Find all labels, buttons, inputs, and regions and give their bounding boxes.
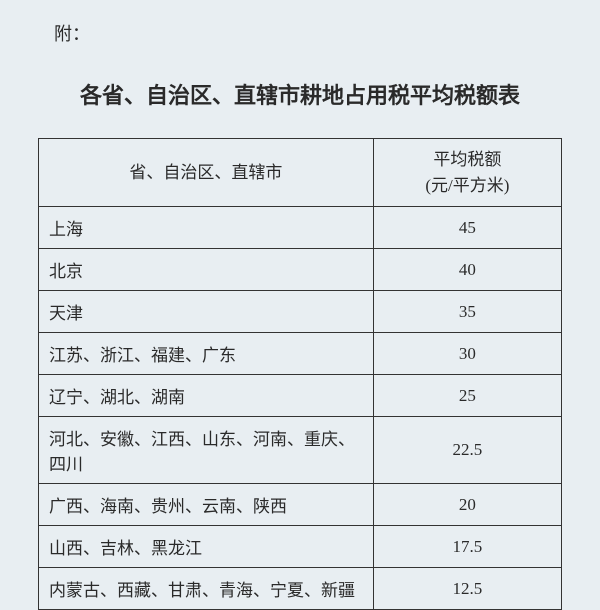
header-rate-line2: (元/平方米): [425, 176, 509, 195]
header-region: 省、自治区、直辖市: [39, 139, 374, 207]
cell-rate: 25: [373, 375, 561, 417]
cell-rate: 20: [373, 484, 561, 526]
table-row: 天津35: [39, 291, 562, 333]
cell-rate: 45: [373, 207, 561, 249]
cell-region: 山西、吉林、黑龙江: [39, 526, 374, 568]
cell-region: 上海: [39, 207, 374, 249]
cell-rate: 17.5: [373, 526, 561, 568]
cell-region: 广西、海南、贵州、云南、陕西: [39, 484, 374, 526]
table-row: 河北、安徽、江西、山东、河南、重庆、四川22.5: [39, 417, 562, 484]
table-row: 上海45: [39, 207, 562, 249]
header-rate-line1: 平均税额: [433, 150, 501, 169]
table-header-row: 省、自治区、直辖市 平均税额 (元/平方米): [39, 139, 562, 207]
attachment-prefix: 附：: [54, 20, 562, 46]
cell-rate: 35: [373, 291, 561, 333]
table-row: 广西、海南、贵州、云南、陕西20: [39, 484, 562, 526]
cell-rate: 40: [373, 249, 561, 291]
tax-rate-table: 省、自治区、直辖市 平均税额 (元/平方米) 上海45北京40天津35江苏、浙江…: [38, 138, 562, 610]
header-rate: 平均税额 (元/平方米): [373, 139, 561, 207]
cell-region: 辽宁、湖北、湖南: [39, 375, 374, 417]
table-body: 上海45北京40天津35江苏、浙江、福建、广东30辽宁、湖北、湖南25河北、安徽…: [39, 207, 562, 610]
cell-rate: 30: [373, 333, 561, 375]
table-row: 北京40: [39, 249, 562, 291]
cell-region: 河北、安徽、江西、山东、河南、重庆、四川: [39, 417, 374, 484]
document-title: 各省、自治区、直辖市耕地占用税平均税额表: [38, 78, 562, 110]
cell-region: 天津: [39, 291, 374, 333]
table-row: 内蒙古、西藏、甘肃、青海、宁夏、新疆12.5: [39, 568, 562, 610]
cell-region: 江苏、浙江、福建、广东: [39, 333, 374, 375]
table-row: 辽宁、湖北、湖南25: [39, 375, 562, 417]
cell-rate: 12.5: [373, 568, 561, 610]
table-row: 山西、吉林、黑龙江17.5: [39, 526, 562, 568]
table-row: 江苏、浙江、福建、广东30: [39, 333, 562, 375]
cell-rate: 22.5: [373, 417, 561, 484]
cell-region: 北京: [39, 249, 374, 291]
cell-region: 内蒙古、西藏、甘肃、青海、宁夏、新疆: [39, 568, 374, 610]
